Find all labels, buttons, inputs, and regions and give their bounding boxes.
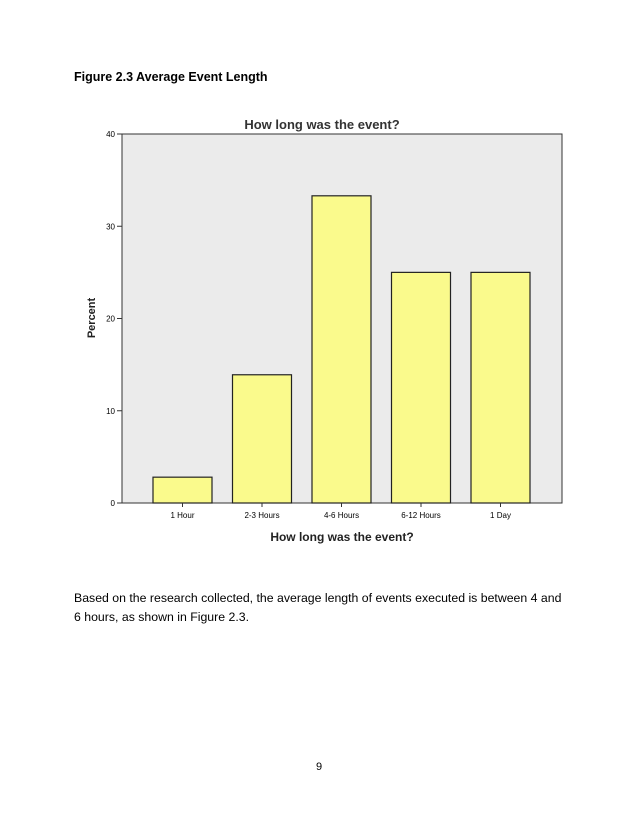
x-tick-label: 1 Day — [490, 511, 511, 520]
x-axis-label: How long was the event? — [270, 530, 413, 544]
x-tick-label: 1 Hour — [170, 511, 194, 520]
y-tick-label: 20 — [106, 315, 115, 324]
x-tick-label: 2-3 Hours — [244, 511, 279, 520]
bar-chart: 0 10 20 30 40 1 Hour 2-3 Hours 4-6 Hours 6-12 H… — [86, 117, 563, 544]
x-tick-label: 4-6 Hours — [324, 511, 359, 520]
y-tick-label: 40 — [106, 130, 115, 139]
chart-title: How long was the event? — [244, 117, 399, 132]
bar — [390, 271, 452, 504]
bar — [152, 476, 213, 504]
bar — [470, 271, 531, 504]
x-tick-label: 6-12 Hours — [401, 511, 441, 520]
body-paragraph: Based on the research collected, the ave… — [74, 591, 562, 624]
y-tick-label: 30 — [106, 222, 115, 231]
y-axis-label: Percent — [86, 297, 98, 338]
y-tick-label: 0 — [111, 499, 116, 508]
figure-caption: Figure 2.3 Average Event Length — [74, 70, 268, 84]
bar — [311, 195, 372, 504]
y-tick-label: 10 — [106, 407, 115, 416]
bar — [231, 374, 293, 504]
page-number: 9 — [315, 761, 323, 773]
